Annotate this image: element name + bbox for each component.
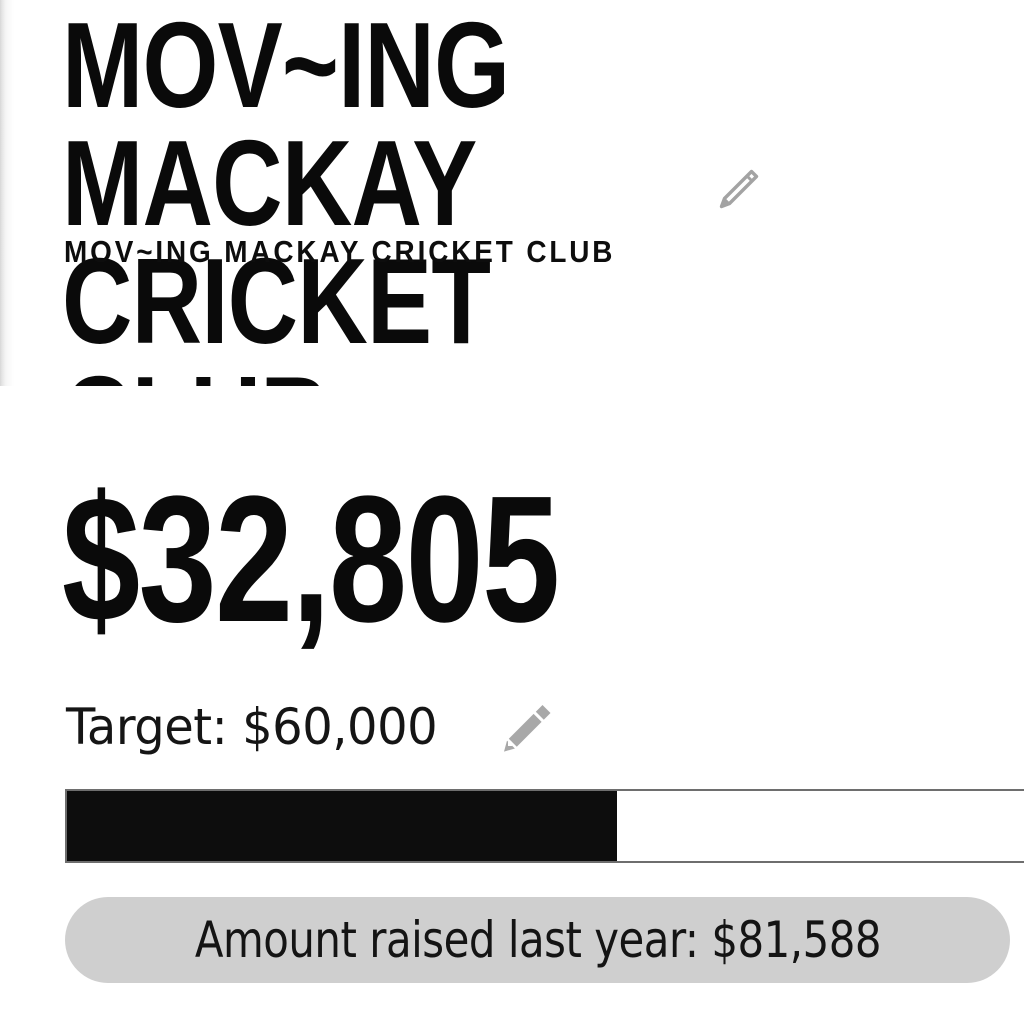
target-label: Target: $60,000 bbox=[66, 698, 438, 756]
progress-bar-fill bbox=[67, 791, 618, 861]
fundraising-progress-bar bbox=[65, 789, 1024, 863]
page-title: MOV~ING MACKAY CRICKET CLUB bbox=[62, 0, 510, 386]
amount-raised-last-year-badge: Amount raised last year: $81,588 bbox=[65, 897, 1010, 983]
club-subtitle: MOV~ING MACKAY CRICKET CLUB bbox=[64, 234, 616, 269]
amount-raised-total: $32,805 bbox=[62, 459, 560, 660]
club-header-card: MOV~ING MACKAY CRICKET CLUB MOV~ING MACK… bbox=[0, 0, 1024, 386]
pencil-outline-icon[interactable] bbox=[707, 160, 767, 220]
amount-raised-last-year-label: Amount raised last year: $81,588 bbox=[194, 911, 881, 969]
card-edge-shadow bbox=[0, 0, 14, 386]
pencil-filled-icon[interactable] bbox=[497, 696, 559, 758]
target-row: Target: $60,000 bbox=[66, 692, 559, 762]
